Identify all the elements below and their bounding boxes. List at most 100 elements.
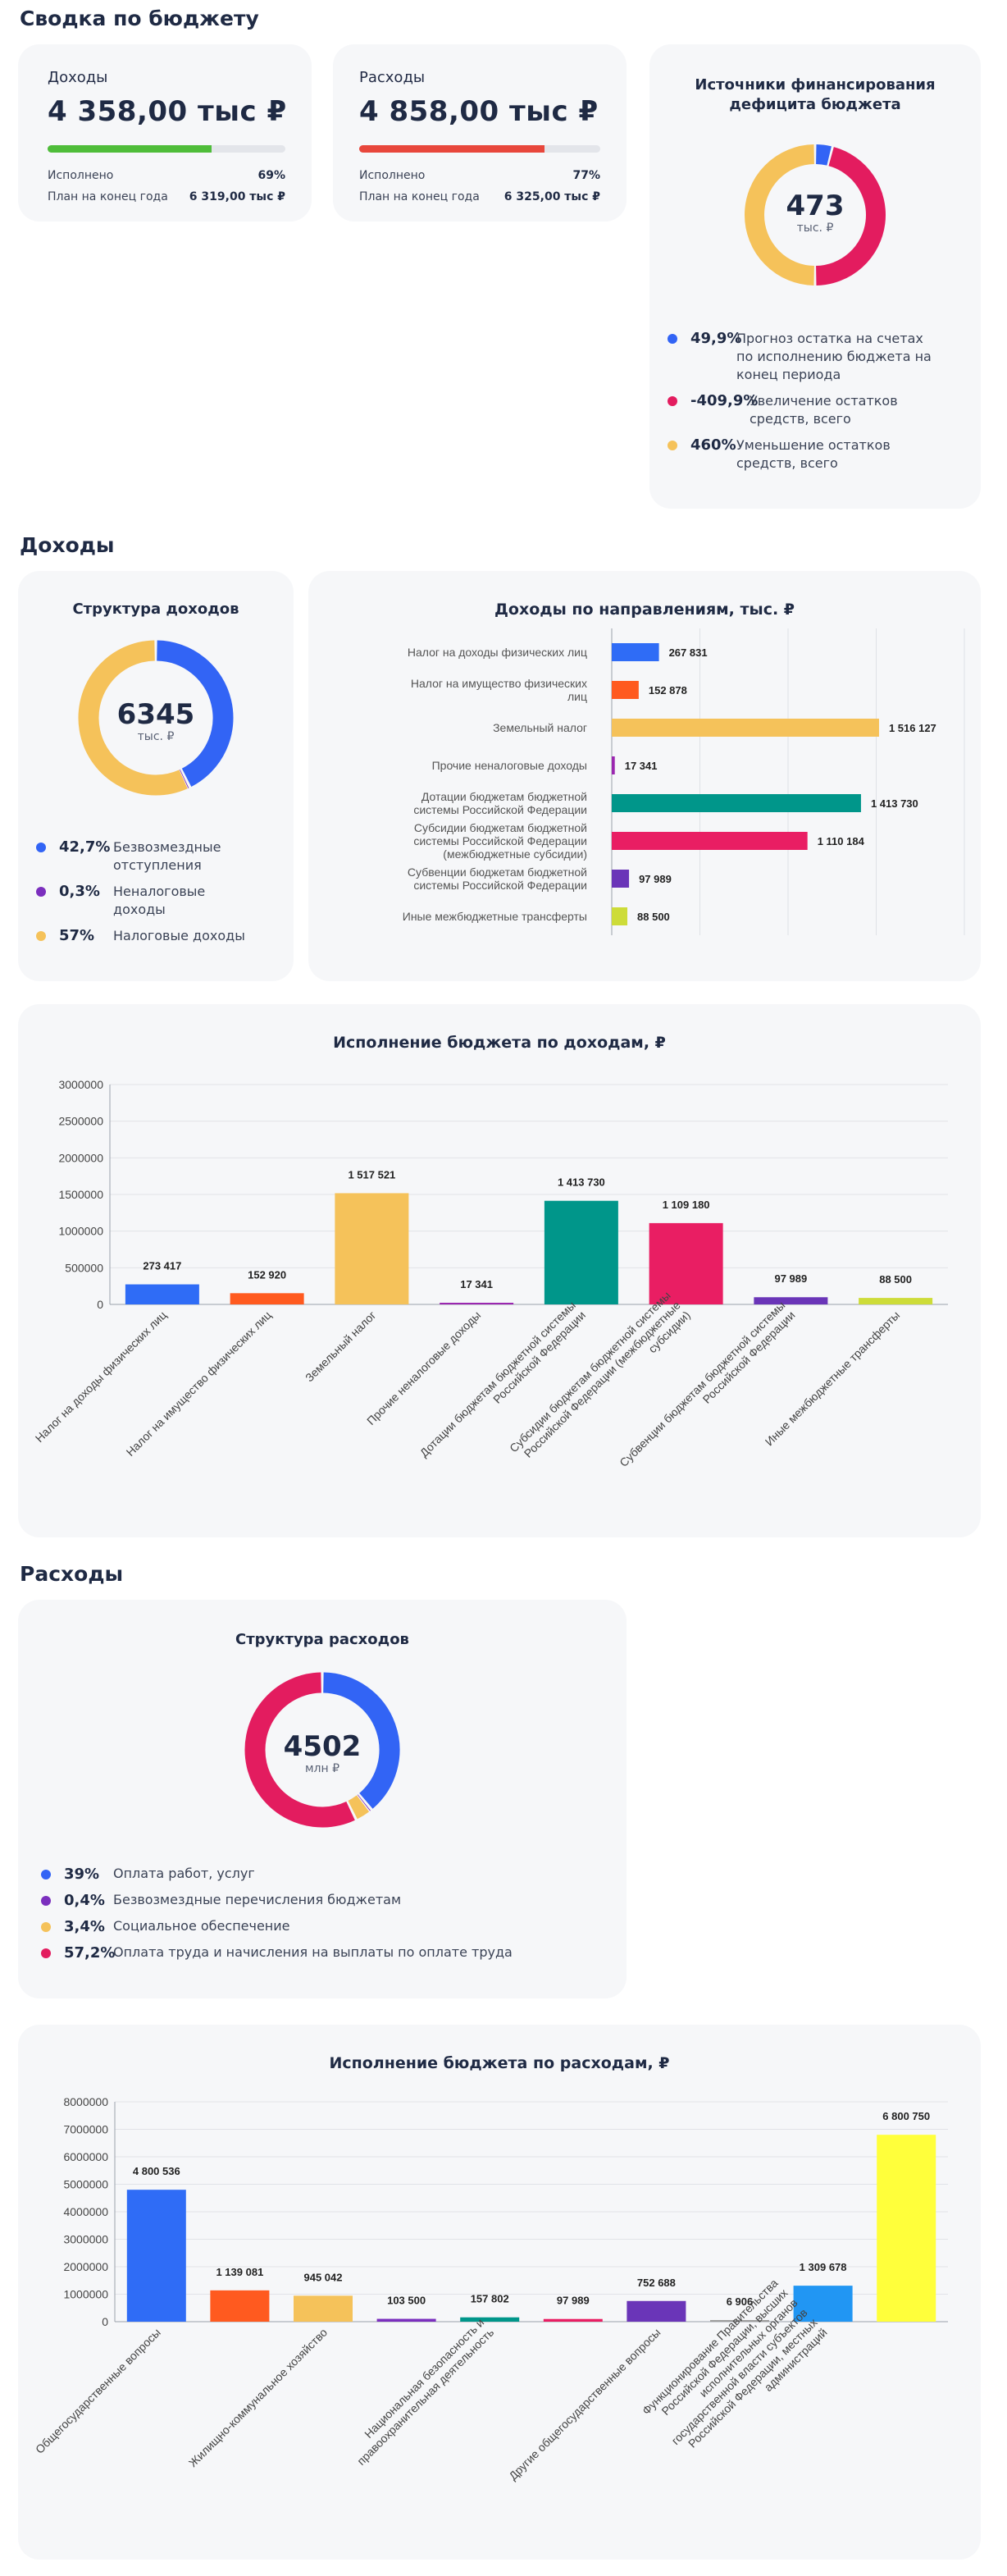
bar: [612, 643, 659, 661]
bar: [612, 794, 861, 812]
bar: [710, 2320, 769, 2322]
y-tick-label: 2000000: [58, 1151, 103, 1164]
legend-label: Прогноз остатка на счетах по исполнению …: [736, 331, 932, 382]
income-progress-fill: [48, 145, 212, 153]
income-card-label: Доходы: [48, 69, 108, 86]
y-tick-label: 6000000: [63, 2150, 108, 2163]
y-tick-label: 0: [97, 1298, 103, 1311]
svg-text:Жилищно-коммунальное хозяйство: Жилищно-коммунальное хозяйство: [186, 2326, 330, 2469]
bar: [612, 719, 879, 737]
legend-pct: 49,9%: [690, 330, 742, 347]
expense-plan-row: План на конец года 6 325,00 тыс ₽: [359, 190, 600, 203]
expense-center-value: 4502: [283, 1730, 362, 1763]
bar: [230, 1293, 304, 1304]
expense-legend-item: 39% Оплата работ, услуг: [41, 1866, 607, 1883]
expense-card-label: Расходы: [359, 69, 426, 86]
svg-text:Национальная безопасность и: Национальная безопасность и: [362, 2316, 486, 2441]
donut-slice: [244, 1672, 355, 1828]
legend-label: Оплата работ, услуг: [113, 1866, 255, 1881]
expense-center-unit: млн ₽: [304, 1762, 340, 1775]
legend-dot-icon: [41, 1896, 51, 1906]
category-label: системы Российской Федерации: [413, 879, 587, 892]
income-structure-title: Структура доходов: [72, 601, 239, 618]
expense-plan-value: 6 325,00 тыс ₽: [504, 190, 600, 203]
legend-pct: 57%: [59, 927, 95, 944]
bar: [877, 2135, 936, 2322]
bar-value-label: 1 413 730: [558, 1176, 605, 1189]
income-execution-title: Исполнение бюджета по доходам, ₽: [333, 1034, 666, 1052]
bar-value-label: 1 517 521: [348, 1168, 395, 1181]
deficit-donut-center: 473 тыс. ₽: [774, 192, 856, 235]
income-directions-card: Доходы по направлениям, тыс. ₽ 267 831 На…: [308, 571, 981, 981]
legend-dot-icon: [36, 931, 46, 941]
income-plan-row: План на конец года 6 319,00 тыс ₽: [48, 190, 285, 203]
income-executed-label: Исполнено: [48, 169, 114, 182]
expense-structure-title: Структура расходов: [235, 1631, 409, 1648]
svg-text:Земельный налог: Земельный налог: [303, 1309, 379, 1385]
svg-text:Общегосударственные вопросы: Общегосударственные вопросы: [33, 2326, 163, 2456]
bar: [612, 681, 639, 699]
legend-label: Безвозмездные перечисления бюджетам: [113, 1892, 402, 1907]
summary-title: Сводка по бюджету: [20, 7, 259, 30]
y-tick-label: 2000000: [63, 2260, 108, 2273]
y-tick-label: 0: [102, 2315, 108, 2328]
category-label: Субсидии бюджетам бюджетной: [414, 821, 587, 834]
category-label: системы Российской Федерации: [413, 834, 587, 847]
bar: [627, 2300, 686, 2322]
bar: [440, 1303, 514, 1304]
y-tick-label: 500000: [65, 1261, 103, 1274]
legend-dot-icon: [668, 441, 677, 450]
bar-value-label: 17 341: [460, 1278, 493, 1290]
legend-label: Неналоговые доходы: [113, 884, 206, 917]
y-tick-label: 5000000: [63, 2178, 108, 2191]
bar: [294, 2295, 353, 2322]
donut-slice: [815, 144, 832, 166]
expense-execution-chart: 0 1000000 2000000 3000000 4000000 5000000 6000…: [33, 2095, 948, 2482]
bar: [612, 832, 808, 850]
bar-value-label: 1 109 180: [663, 1199, 710, 1211]
bar: [612, 756, 615, 774]
income-plan-label: План на конец года: [48, 190, 168, 203]
bar: [210, 2290, 270, 2322]
bar: [612, 907, 628, 925]
expense-legend-item: 57,2% Оплата труда и начисления на выпла…: [41, 1944, 607, 1962]
x-tick-label: Земельный налог: [303, 1309, 379, 1385]
income-structure-card: Структура доходов 6345 тыс. ₽ 42,7% Безв…: [18, 571, 294, 981]
bar-value-label: 152 920: [248, 1268, 286, 1281]
bar-value-label: 1 309 678: [800, 2261, 847, 2273]
bar: [125, 1284, 199, 1304]
category-label: Налог на доходы физических лиц: [408, 646, 587, 659]
bar-value-label: 6 800 750: [882, 2110, 930, 2122]
bar-value-label: 945 042: [304, 2271, 343, 2283]
y-tick-label: 8000000: [63, 2095, 108, 2108]
expense-execution-card: Исполнение бюджета по расходам, ₽ 0 10000…: [18, 2025, 981, 2560]
category-label: Налог на имущество физических: [411, 677, 587, 690]
legend-label: Налоговые доходы: [113, 928, 245, 943]
x-tick-label: Субсидии бюджетам бюджетной системыРосси…: [507, 1289, 693, 1460]
legend-pct: 460%: [690, 436, 736, 454]
deficit-legend-item: -409,9% Увеличение остатков средств, все…: [668, 392, 963, 428]
expense-execution-title: Исполнение бюджета по расходам, ₽: [329, 2054, 670, 2072]
expense-section-title: Расходы: [20, 1562, 124, 1586]
income-donut-center: 6345 тыс. ₽: [115, 701, 197, 743]
deficit-legend-item: 49,9% Прогноз остатка на счетах по испол…: [668, 330, 963, 384]
bar-value-label: 97 989: [557, 2295, 590, 2307]
bar: [649, 1222, 723, 1304]
bar: [335, 1193, 409, 1304]
legend-pct: 42,7%: [59, 838, 111, 856]
bar: [126, 2190, 186, 2322]
income-center-value: 6345: [116, 698, 195, 731]
bar: [859, 1298, 933, 1304]
legend-dot-icon: [41, 1870, 51, 1879]
bar-value-label: 273 417: [143, 1260, 181, 1272]
bar-value-label: 152 878: [649, 684, 687, 697]
category-label: Иные межбюджетные трансферты: [403, 910, 587, 923]
deficit-card: Источники финансирования дефицита бюджет…: [649, 44, 981, 509]
category-label: Субвенции бюджетам бюджетной: [408, 866, 587, 879]
expense-executed-value: 77%: [572, 169, 600, 182]
expense-executed-row: Исполнено 77%: [359, 169, 600, 182]
legend-pct: 39%: [64, 1866, 100, 1883]
legend-dot-icon: [668, 334, 677, 344]
bar-value-label: 97 989: [639, 873, 672, 885]
bar-value-label: 1 110 184: [818, 835, 865, 847]
